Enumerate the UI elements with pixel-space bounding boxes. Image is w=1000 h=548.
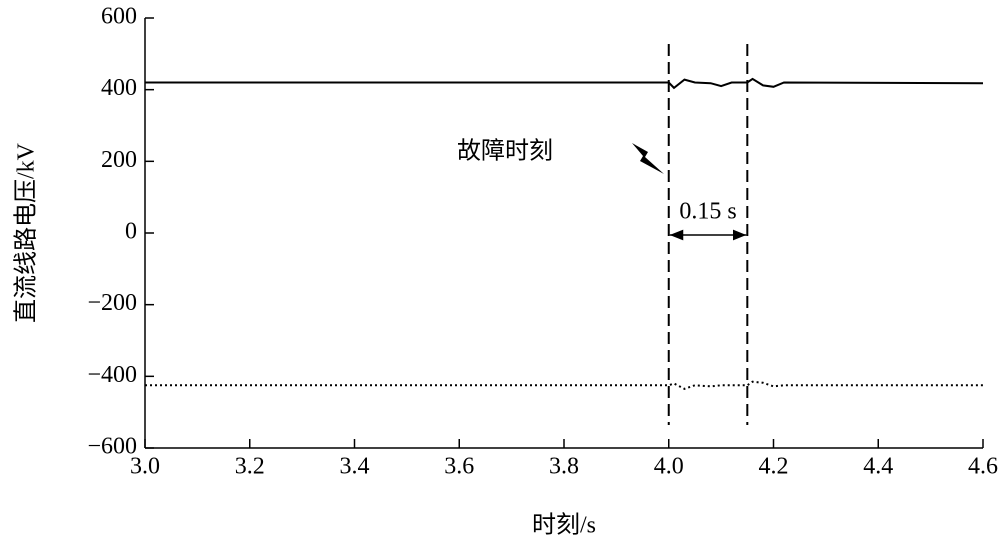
- line-series: [145, 380, 983, 390]
- y-axis-label: 直流线路电压/kV: [13, 142, 40, 323]
- x-axis-label: 时刻/s: [532, 512, 596, 539]
- x-tick-label: 3.0: [130, 454, 160, 480]
- x-tick-label: 4.0: [654, 454, 684, 480]
- y-tick-label: 0: [125, 219, 137, 245]
- x-tick-label: 3.8: [549, 454, 579, 480]
- x-tick-label: 3.4: [340, 454, 370, 480]
- line-series: [145, 77, 984, 90]
- y-tick-label: 400: [101, 75, 137, 101]
- fault-label: 故障时刻: [457, 138, 553, 165]
- lightning-icon: [632, 143, 664, 174]
- interval-label: 0.15 s: [679, 199, 736, 225]
- x-tick-label: 3.2: [235, 454, 265, 480]
- y-tick-label: −200: [87, 290, 137, 316]
- x-tick-label: 4.2: [759, 454, 789, 480]
- x-tick-label: 4.4: [863, 454, 893, 480]
- y-tick-label: −400: [87, 362, 137, 388]
- y-tick-label: 600: [101, 4, 137, 30]
- x-tick-label: 4.6: [968, 454, 998, 480]
- y-tick-label: 200: [101, 147, 137, 173]
- x-tick-label: 3.6: [444, 454, 474, 480]
- y-tick-label: −600: [87, 434, 137, 460]
